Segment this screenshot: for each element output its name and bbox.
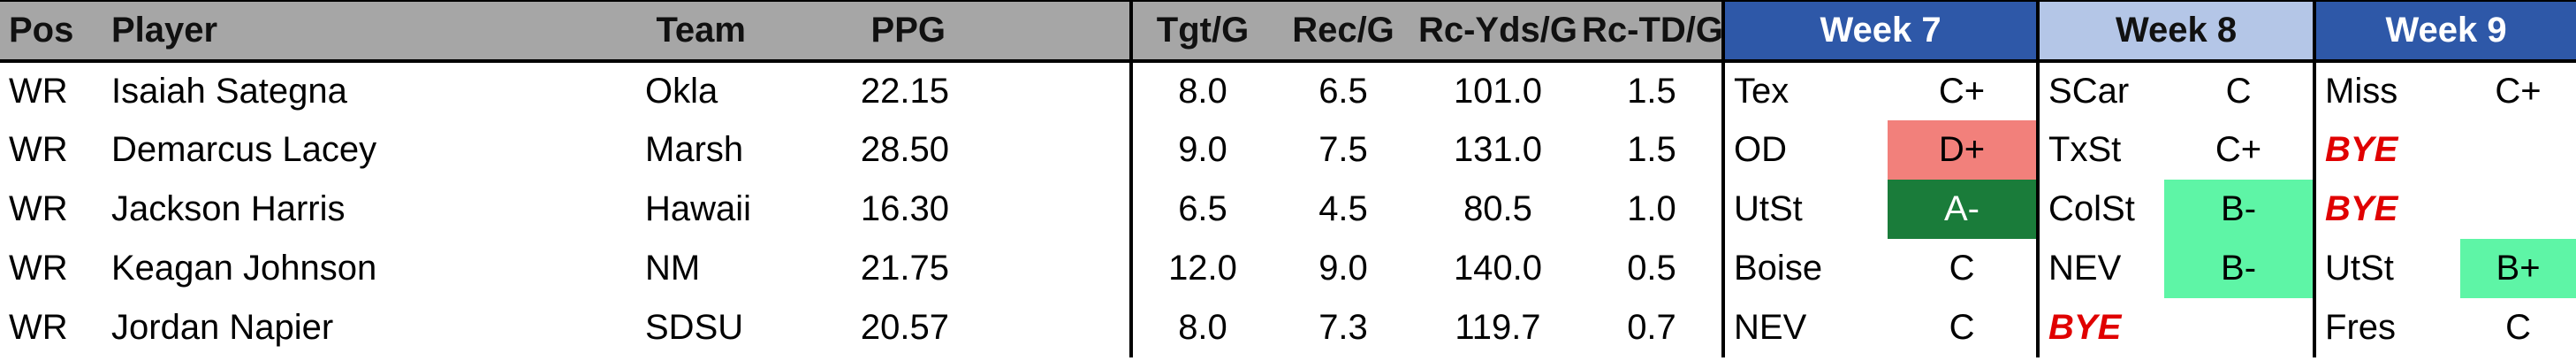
cell-rctd[interactable]: 0.5 [1582, 239, 1725, 298]
cell-pos[interactable]: WR [9, 249, 68, 288]
cell-player[interactable]: Jordan Napier [111, 308, 334, 347]
table-row: WR Jackson Harris Hawaii 16.30 6.5 4.5 80.5 1.0… [0, 180, 2576, 239]
header-week8[interactable]: Week 8 [2038, 0, 2317, 63]
cell-week9-grade[interactable]: C+ [2495, 72, 2542, 111]
cell-rctd[interactable]: 1.5 [1582, 61, 1725, 120]
header-team[interactable]: Team [627, 0, 831, 63]
cell-tgt[interactable]: 8.0 [1178, 72, 1227, 111]
cell-rec[interactable]: 7.3 [1318, 308, 1368, 347]
cell-week8-opponent[interactable]: SCar [2048, 72, 2130, 111]
cell-team[interactable]: Marsh [645, 130, 744, 169]
cell-week7-opponent[interactable]: Boise [1734, 249, 1823, 288]
cell-ppg[interactable]: 22.15 [860, 72, 949, 111]
cell-week9-opponent[interactable]: BYE [2325, 189, 2398, 228]
header-row: Pos Player Team PPG Tgt/G Rec/G Rc-Yds/G… [0, 0, 2576, 63]
cell-pos[interactable]: WR [9, 308, 68, 347]
table-body: WR Isaiah Sategna Okla 22.15 8.0 6.5 101.0 1.5 T… [0, 61, 2576, 357]
header-pos[interactable]: Pos [0, 0, 97, 63]
header-player[interactable]: Player [97, 0, 627, 63]
cell-ppg[interactable]: 28.50 [860, 130, 949, 169]
header-tgt[interactable]: Tgt/G [1131, 0, 1273, 63]
table-row: WR Isaiah Sategna Okla 22.15 8.0 6.5 101.0 1.5 T… [0, 61, 2576, 120]
cell-rcyds[interactable]: 101.0 [1453, 72, 1543, 111]
cell-week9-opponent[interactable]: Fres [2325, 308, 2397, 347]
cell-tgt[interactable]: 9.0 [1178, 130, 1227, 169]
cell-ppg[interactable]: 16.30 [860, 189, 949, 228]
column-divider [1007, 180, 1133, 239]
cell-rec[interactable]: 7.5 [1318, 130, 1368, 169]
cell-week8-grade[interactable]: B- [2164, 239, 2317, 298]
cell-week9-grade[interactable]: B+ [2460, 239, 2576, 298]
column-divider [1007, 298, 1133, 357]
cell-week7-opponent[interactable]: UtSt [1734, 189, 1803, 228]
cell-tgt[interactable]: 6.5 [1178, 189, 1227, 228]
cell-ppg[interactable]: 20.57 [860, 308, 949, 347]
cell-rcyds[interactable]: 131.0 [1453, 130, 1543, 169]
cell-player[interactable]: Demarcus Lacey [111, 130, 377, 169]
cell-tgt[interactable]: 8.0 [1178, 308, 1227, 347]
cell-rec[interactable]: 4.5 [1318, 189, 1368, 228]
cell-week8-grade[interactable]: C [2164, 61, 2317, 120]
cell-week7-grade[interactable]: A- [1888, 180, 2040, 239]
table-row: WR Jordan Napier SDSU 20.57 8.0 7.3 119.7 0.7 NE… [0, 298, 2576, 357]
cell-player[interactable]: Isaiah Sategna [111, 72, 347, 111]
cell-week8-opponent[interactable]: NEV [2048, 249, 2122, 288]
cell-pos[interactable]: WR [9, 130, 68, 169]
cell-week7-grade[interactable]: D+ [1888, 120, 2040, 180]
header-ppg[interactable]: PPG [831, 0, 1007, 63]
cell-week9-grade[interactable] [2460, 120, 2576, 180]
cell-tgt[interactable]: 12.0 [1168, 249, 1237, 288]
header-rcyds[interactable]: Rc-Yds/G [1414, 0, 1582, 63]
cell-pos[interactable]: WR [9, 72, 68, 111]
cell-ppg[interactable]: 21.75 [860, 249, 949, 288]
cell-team[interactable]: Hawaii [645, 189, 752, 228]
cell-rcyds[interactable]: 80.5 [1463, 189, 1532, 228]
cell-rctd[interactable]: 0.7 [1582, 298, 1725, 357]
header-rec[interactable]: Rec/G [1273, 0, 1414, 63]
cell-week8-grade[interactable]: B- [2164, 180, 2317, 239]
cell-team[interactable]: SDSU [645, 308, 744, 347]
column-divider [1007, 61, 1133, 120]
cell-player[interactable]: Keagan Johnson [111, 249, 377, 288]
cell-week8-opponent[interactable]: TxSt [2048, 130, 2122, 169]
cell-week8-grade[interactable] [2164, 298, 2317, 357]
cell-rcyds[interactable]: 119.7 [1455, 308, 1541, 347]
cell-week7-grade[interactable]: C [1888, 298, 2040, 357]
table-row: WR Keagan Johnson NM 21.75 12.0 9.0 140.0 0.5 Bo… [0, 239, 2576, 298]
cell-rcyds[interactable]: 140.0 [1453, 249, 1543, 288]
cell-week7-grade[interactable]: C [1888, 239, 2040, 298]
header-week9[interactable]: Week 9 [2314, 0, 2576, 63]
column-divider [1007, 120, 1133, 180]
cell-week9-opponent[interactable]: Miss [2325, 72, 2398, 111]
cell-player[interactable]: Jackson Harris [111, 189, 346, 228]
cell-week7-opponent[interactable]: OD [1734, 130, 1787, 169]
cell-week8-opponent[interactable]: BYE [2048, 308, 2122, 347]
cell-week7-grade[interactable]: C+ [1888, 61, 2040, 120]
cell-rctd[interactable]: 1.5 [1582, 120, 1725, 180]
cell-week7-opponent[interactable]: NEV [1734, 308, 1807, 347]
cell-pos[interactable]: WR [9, 189, 68, 228]
cell-team[interactable]: NM [645, 249, 701, 288]
cell-rctd[interactable]: 1.0 [1582, 180, 1725, 239]
header-week7[interactable]: Week 7 [1723, 0, 2040, 63]
cell-week8-grade[interactable]: C+ [2164, 120, 2317, 180]
cell-week9-opponent[interactable]: BYE [2325, 130, 2398, 169]
cell-week9-grade[interactable]: C [2505, 308, 2531, 347]
table-row: WR Demarcus Lacey Marsh 28.50 9.0 7.5 131.0 1.5… [0, 120, 2576, 180]
cell-week7-opponent[interactable]: Tex [1734, 72, 1790, 111]
cell-rec[interactable]: 6.5 [1318, 72, 1368, 111]
cell-week9-opponent[interactable]: UtSt [2325, 249, 2394, 288]
cell-week9-grade[interactable] [2460, 180, 2576, 239]
cell-week8-opponent[interactable]: ColSt [2048, 189, 2135, 228]
header-rctd[interactable]: Rc-TD/G [1582, 0, 1725, 63]
cell-team[interactable]: Okla [645, 72, 718, 111]
column-divider [1007, 239, 1133, 298]
cell-rec[interactable]: 9.0 [1318, 249, 1368, 288]
